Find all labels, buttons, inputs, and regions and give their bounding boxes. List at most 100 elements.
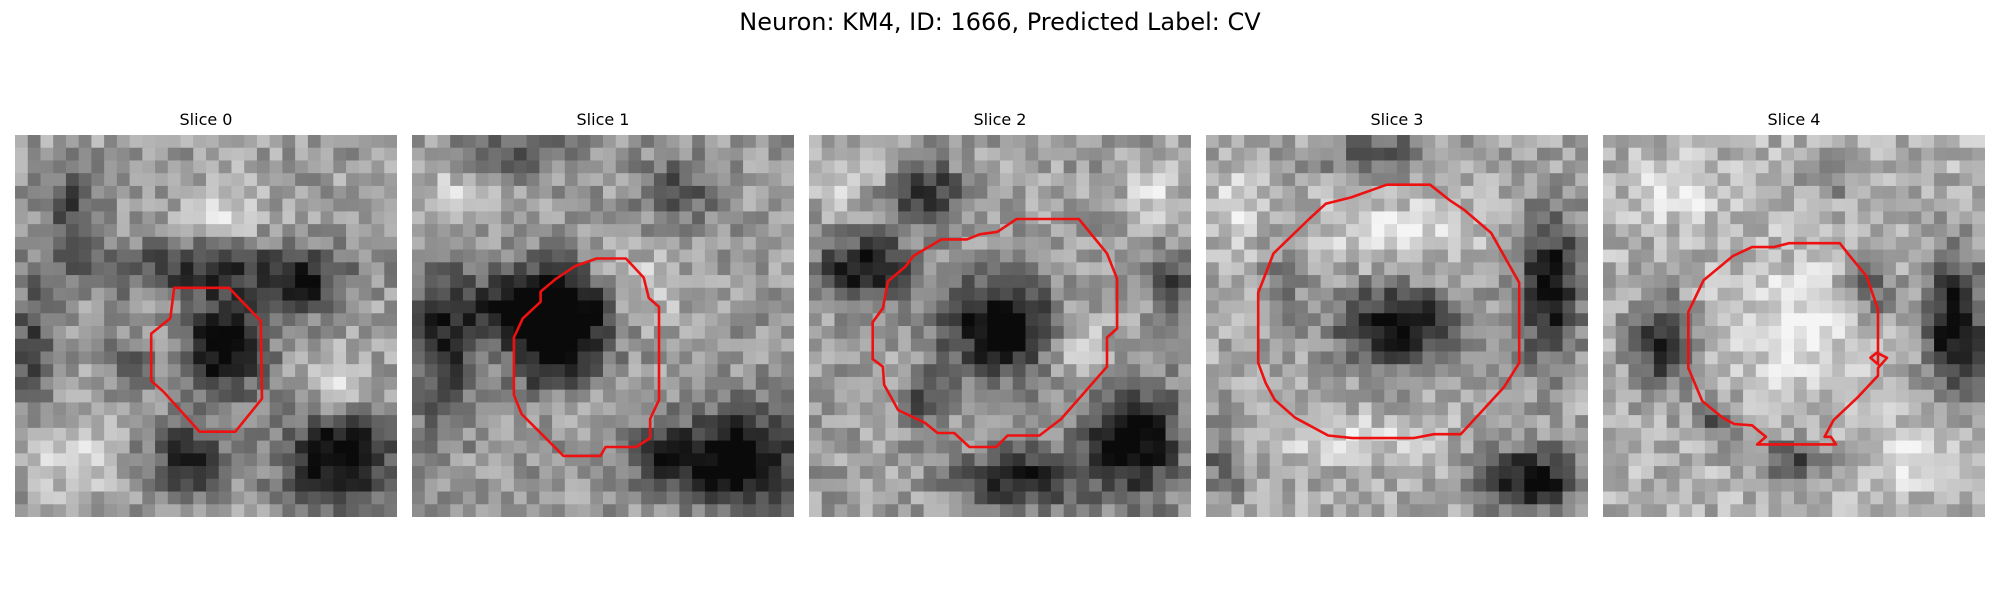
pixel-cell [564, 427, 579, 442]
pixel-cell [269, 185, 283, 200]
pixel-cell [1231, 453, 1245, 467]
pixel-cell [1972, 427, 1985, 442]
pixel-cell [539, 160, 553, 174]
pixel-cell [384, 491, 397, 505]
pixel-cell [424, 338, 439, 353]
pixel-cell [1692, 249, 1706, 263]
pixel-cell [1358, 224, 1373, 238]
pixel-cell [1089, 160, 1103, 174]
pixel-cell [218, 440, 233, 454]
pixel-cell [1819, 224, 1833, 238]
pixel-cell [1883, 224, 1897, 238]
pixel-cell [704, 275, 719, 289]
pixel-cell [1653, 185, 1668, 200]
pixel-cell [1422, 364, 1436, 378]
pixel-cell [1743, 427, 1757, 442]
pixel-cell [974, 427, 988, 442]
pixel-cell [295, 453, 309, 467]
pixel-cell [872, 466, 886, 480]
pixel-cell [1076, 478, 1090, 493]
pixel-cell [1603, 236, 1617, 251]
pixel-cell [910, 364, 925, 378]
pixel-cell [450, 326, 464, 340]
pixel-cell [129, 415, 143, 429]
pixel-cell [730, 440, 744, 454]
pixel-cell [1562, 300, 1576, 314]
pixel-cell [949, 198, 963, 212]
pixel-cell [1218, 211, 1233, 225]
pixel-cell [1333, 491, 1347, 505]
pixel-cell [768, 249, 782, 263]
pixel-cell [809, 338, 823, 353]
pixel-cell [1768, 364, 1782, 378]
pixel-cell [282, 402, 296, 416]
pixel-cell [15, 326, 29, 340]
pixel-cell [1870, 453, 1884, 467]
pixel-cell [78, 287, 92, 302]
pixel-cell [40, 453, 54, 467]
pixel-cell [78, 275, 92, 289]
pixel-cell [768, 300, 782, 314]
pixel-cell [231, 453, 245, 467]
pixel-cell [116, 376, 131, 391]
pixel-cell [1641, 198, 1655, 212]
pixel-cell [615, 415, 630, 429]
pixel-cell [730, 173, 744, 187]
pixel-cell [78, 135, 92, 149]
pixel-cell [1000, 440, 1014, 454]
pixel-cell [1320, 478, 1334, 493]
pixel-cell [603, 173, 617, 187]
pixel-cell [1422, 504, 1436, 517]
pixel-cell [564, 504, 579, 517]
pixel-cell [218, 185, 233, 200]
pixel-cell [1946, 415, 1961, 429]
pixel-cell [1524, 173, 1538, 187]
pixel-cell [437, 300, 451, 314]
pixel-cell [193, 160, 207, 174]
pixel-cell [167, 504, 182, 517]
pixel-cell [539, 351, 553, 365]
pixel-cell [1231, 427, 1245, 442]
pixel-cell [666, 415, 680, 429]
pixel-cell [91, 135, 105, 149]
pixel-cell [628, 351, 642, 365]
pixel-cell [1959, 236, 1973, 251]
pixel-cell [1603, 453, 1617, 467]
pixel-cell [269, 427, 283, 442]
pixel-cell [730, 427, 744, 442]
pixel-cell [1486, 275, 1500, 289]
pixel-cell [1460, 364, 1474, 378]
pixel-cell [437, 338, 451, 353]
pixel-cell [1883, 415, 1897, 429]
pixel-cell [730, 453, 744, 467]
pixel-cell [53, 453, 67, 467]
pixel-cell [704, 313, 719, 327]
pixel-cell [1549, 249, 1564, 263]
pixel-cell [653, 376, 668, 391]
pixel-cell [1486, 376, 1500, 391]
pixel-cell [116, 440, 131, 454]
pixel-cell [847, 466, 861, 480]
pixel-cell [1152, 173, 1167, 187]
pixel-cell [1615, 236, 1630, 251]
pixel-cell [1641, 147, 1655, 162]
pixel-cell [987, 135, 1001, 149]
pixel-cell [1603, 491, 1617, 505]
pixel-cell [666, 504, 680, 517]
pixel-cell [1704, 275, 1719, 289]
pixel-cell [1397, 478, 1411, 493]
pixel-cell [488, 173, 502, 187]
pixel-cell [615, 376, 630, 391]
pixel-cell [1704, 478, 1719, 493]
pixel-cell [450, 427, 464, 442]
pixel-cell [1511, 173, 1525, 187]
pixel-cell [282, 173, 296, 187]
pixel-cell [1089, 504, 1103, 517]
pixel-cell [1511, 504, 1525, 517]
pixel-cell [488, 491, 502, 505]
pixel-cell [129, 504, 143, 517]
pixel-cell [1256, 326, 1271, 340]
pixel-cell [872, 478, 886, 493]
pixel-cell [475, 402, 489, 416]
pixel-cell [15, 453, 29, 467]
